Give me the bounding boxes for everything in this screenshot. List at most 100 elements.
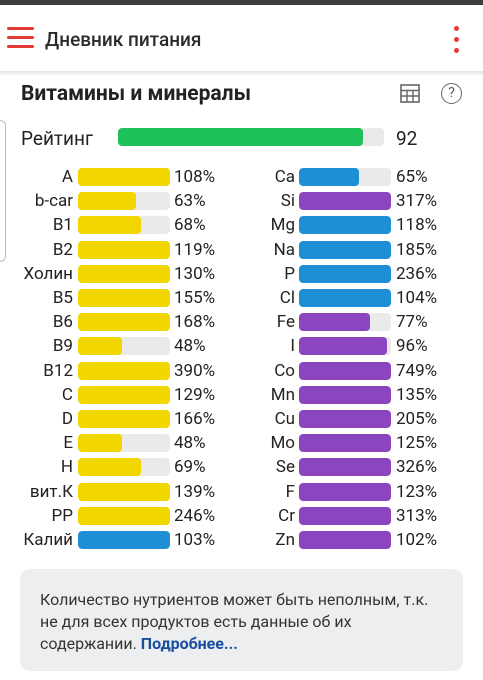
nutrient-bar-fill <box>78 385 170 404</box>
nutrient-bar <box>299 337 391 356</box>
nutrient-percent: 129% <box>174 384 216 405</box>
nutrient-name: A <box>61 167 73 187</box>
nutrient-name: Fe <box>276 312 295 333</box>
nutrient-bar <box>299 531 391 549</box>
nutrient-row: B2 119% <box>0 239 483 261</box>
nutrient-bar <box>299 264 391 283</box>
nutrient-percent: 65% <box>396 167 428 187</box>
info-note: Количество нутриентов может быть неполны… <box>20 569 463 671</box>
nutrient-row: Ca 65% <box>0 166 483 188</box>
table-icon[interactable] <box>400 84 420 103</box>
nutrient-bar <box>299 168 391 186</box>
nutrient-row: B9 48% <box>0 335 483 357</box>
nutrient-percent: 139% <box>174 481 216 502</box>
nutrient-name: вит.К <box>29 481 73 502</box>
nutrient-row: B6 168% <box>0 311 483 333</box>
nutrient-row: Mo 125% <box>0 432 483 454</box>
nutrient-bar <box>78 192 170 211</box>
nutrient-bar <box>78 313 170 332</box>
nutrient-row: P 236% <box>0 263 483 285</box>
rating-label: Рейтинг <box>21 127 93 150</box>
nutrient-bar-fill <box>299 289 391 307</box>
nutrient-percent: 102% <box>396 530 438 550</box>
nutrient-row: Se 326% <box>0 456 483 478</box>
nutrient-name: Холин <box>23 263 74 284</box>
nutrient-bar-fill <box>78 482 170 501</box>
nutrient-name: Калий <box>23 530 73 550</box>
nutrient-bar <box>78 337 170 356</box>
nutrient-name: B1 <box>52 215 73 236</box>
nutrient-row: Cu 205% <box>0 408 483 430</box>
nutrient-bar-fill <box>78 458 141 477</box>
nutrient-bar-fill <box>299 216 391 235</box>
nutrient-percent: 119% <box>174 239 216 260</box>
nutrient-percent: 68% <box>174 215 206 236</box>
nutrient-row: Калий 103% <box>0 529 483 551</box>
nutrient-percent: 246% <box>174 505 216 526</box>
nutrient-bar-fill <box>78 264 170 283</box>
nutrient-percent: 118% <box>396 215 438 236</box>
nutrient-percent: 155% <box>174 288 216 308</box>
nutrient-bar <box>299 192 391 211</box>
section-title: Витамины и минералы <box>21 82 251 106</box>
nutrient-bar <box>299 289 391 307</box>
nutrient-percent: 313% <box>396 505 438 526</box>
nutrient-name: Se <box>275 457 295 478</box>
nutrient-bar <box>299 361 391 380</box>
more-link[interactable]: Подробнее... <box>140 634 238 653</box>
nutrient-percent: 63% <box>174 191 206 212</box>
nutrient-name: Mg <box>270 215 295 236</box>
nutrient-bar <box>299 482 391 501</box>
nutrient-percent: 103% <box>174 530 216 550</box>
nutrient-bar <box>78 240 170 259</box>
nutrient-bar <box>78 289 170 307</box>
nutrient-bar <box>299 506 391 525</box>
nutrient-name: B2 <box>52 239 73 260</box>
nutrient-row: Co 749% <box>0 360 483 382</box>
app-bar: Дневник питания <box>0 5 483 71</box>
more-vert-icon[interactable] <box>449 24 463 54</box>
nutrient-percent: 108% <box>174 167 216 187</box>
nutrient-percent: 390% <box>174 360 216 381</box>
nutrient-name: I <box>290 336 295 357</box>
nutrient-bar-fill <box>299 531 391 549</box>
nutrient-percent: 96% <box>396 336 428 357</box>
nutrient-row: I 96% <box>0 335 483 357</box>
nutrient-row: B1 68% <box>0 214 483 236</box>
nutrient-percent: 48% <box>174 433 206 454</box>
nutrient-row: b-car 63% <box>0 190 483 212</box>
nutrient-bar-fill <box>78 216 141 235</box>
nutrient-name: B6 <box>52 312 73 333</box>
nutrient-name: b-car <box>34 191 73 212</box>
nutrient-row: A 108% <box>0 166 483 188</box>
nutrient-row: Na 185% <box>0 239 483 261</box>
nutrient-row: E 48% <box>0 432 483 454</box>
nutrient-bar-fill <box>299 313 370 332</box>
nutrient-row: PP 246% <box>0 505 483 527</box>
nutrient-name: P <box>284 263 295 284</box>
info-note-body: Количество нутриентов может быть неполны… <box>40 590 429 653</box>
nutrient-bar-fill <box>78 289 170 307</box>
nutrient-name: Co <box>274 360 295 381</box>
nutrient-bar-fill <box>299 458 391 477</box>
nutrient-percent: 185% <box>396 239 438 260</box>
nutrient-bar <box>78 216 170 235</box>
nutrient-bar <box>78 264 170 283</box>
nutrient-bar <box>78 506 170 525</box>
nutrient-bar <box>78 385 170 404</box>
nutrient-row: Cr 313% <box>0 505 483 527</box>
nutrient-name: D <box>61 409 73 429</box>
menu-icon[interactable] <box>7 27 34 49</box>
help-icon[interactable]: ? <box>441 83 462 104</box>
nutrient-bar <box>299 458 391 477</box>
nutrient-name: B9 <box>52 336 73 357</box>
nutrient-row: C 129% <box>0 384 483 406</box>
nutrient-bar <box>299 385 391 404</box>
nutrient-bar-fill <box>299 506 391 525</box>
nutrient-bar-fill <box>299 385 391 404</box>
status-bar <box>0 0 483 5</box>
nutrient-percent: 125% <box>396 433 438 454</box>
nutrient-bar <box>78 168 170 186</box>
nutrient-name: Ca <box>274 167 295 187</box>
nutrient-bar <box>78 458 170 477</box>
